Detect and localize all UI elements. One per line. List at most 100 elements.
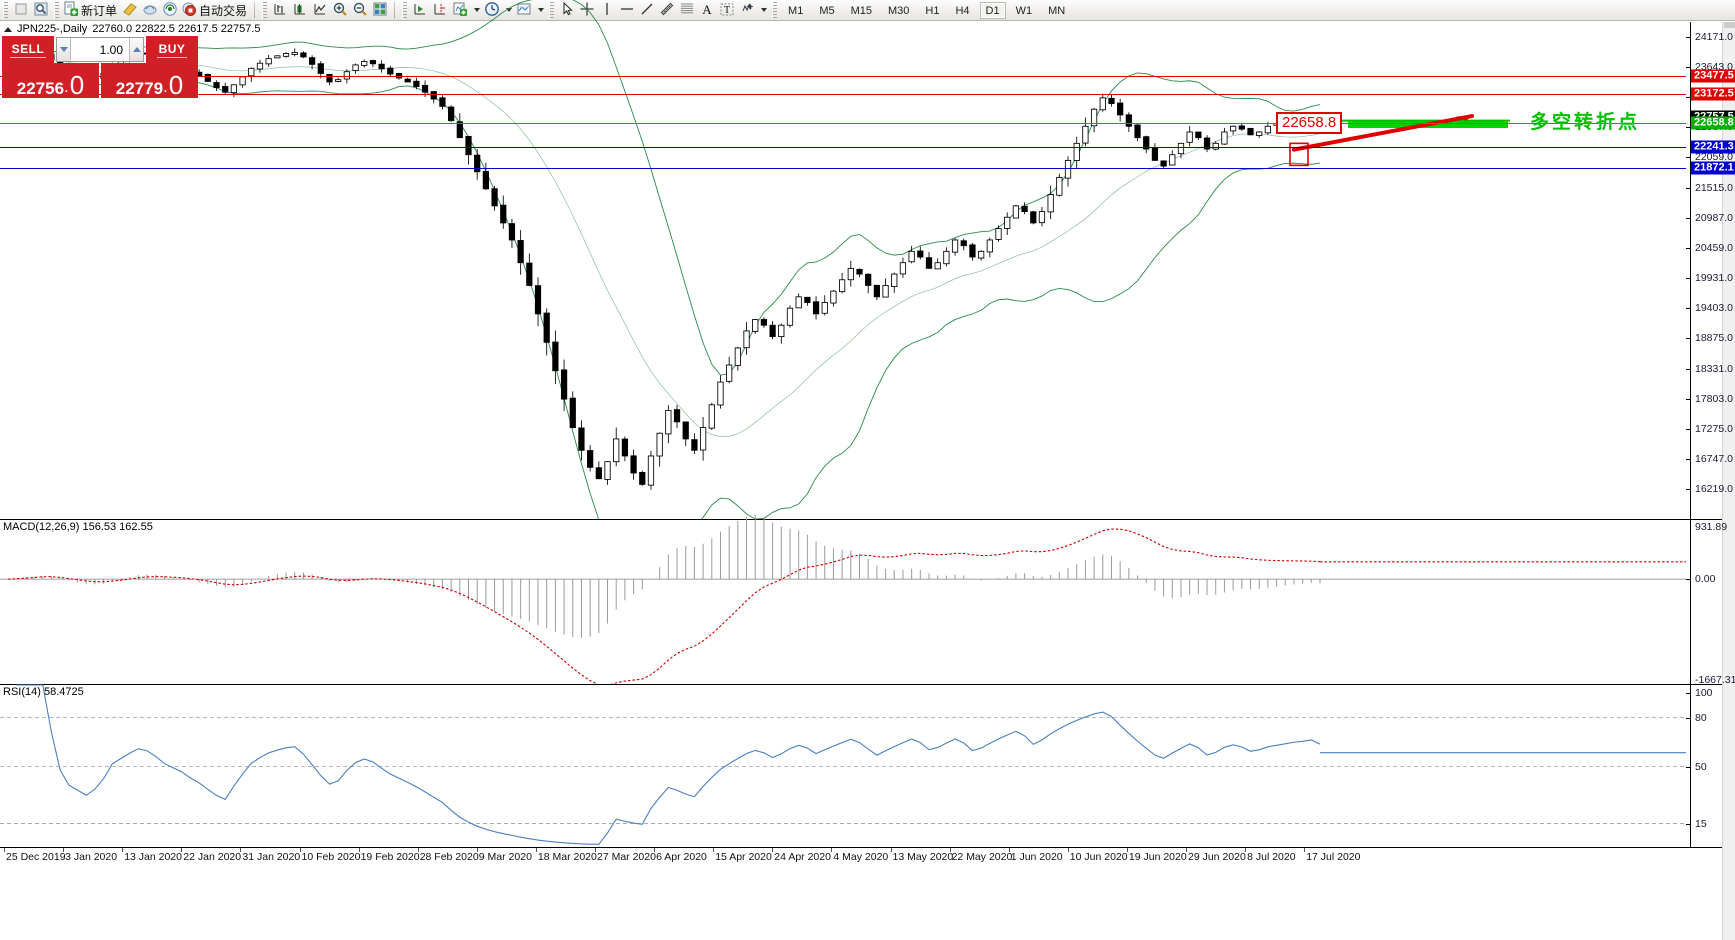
date-axis-tick (890, 848, 892, 852)
cursor-tool-icon (559, 1, 575, 20)
templates-dropdown[interactable] (534, 0, 546, 20)
auto-trading-button[interactable]: 自动交易 (180, 0, 250, 20)
crosshair-tool-icon[interactable] (577, 0, 597, 20)
timeframe-button-d1[interactable]: D1 (979, 1, 1006, 19)
indicators-icon[interactable] (450, 0, 470, 20)
menu-grip-icon[interactable] (11, 0, 31, 20)
macd-axis-tick-label: -1667.31 (1695, 674, 1735, 686)
price-axis-tick-label: 19403.0 (1695, 302, 1733, 314)
text-label-tool-icon[interactable]: T (717, 0, 737, 20)
new-order-icon (63, 1, 79, 20)
date-axis-tick-label: 29 Jun 2020 (1188, 851, 1246, 863)
price-level-line[interactable] (0, 76, 1686, 78)
timeframe-button-h1[interactable]: H1 (925, 4, 940, 17)
timeframe-button-m15[interactable]: M15 (850, 4, 872, 17)
volume-value[interactable]: 1.00 (99, 42, 123, 57)
price-axis-tick (1686, 67, 1691, 69)
toolbar-grip[interactable] (262, 1, 268, 19)
price-level-line[interactable] (0, 167, 1686, 169)
price-level-line[interactable] (0, 93, 1686, 95)
horizontal-line-tool-icon[interactable] (617, 0, 637, 20)
price-pane[interactable]: 24171.023643.023115.022587.022059.021515… (0, 0, 1735, 574)
buy-price-display[interactable]: 22779 . 0 (101, 63, 198, 98)
signals-icon[interactable] (160, 0, 180, 20)
terminal-icon[interactable] (140, 0, 160, 20)
cursor-tool-icon[interactable] (557, 0, 577, 20)
price-axis-tick-label: 20459.0 (1695, 241, 1733, 254)
horizontal-line-tool-icon (619, 1, 635, 20)
sell-button[interactable]: SELL (2, 36, 54, 63)
macd-axis-tick (1686, 579, 1691, 581)
volume-decrease-button[interactable] (57, 38, 71, 61)
vertical-line-tool-icon[interactable] (597, 0, 617, 20)
toolbar-grip[interactable] (549, 1, 555, 19)
chevron-down-icon (474, 8, 481, 12)
macd-label: MACD(12,26,9) 156.53 162.55 (3, 521, 153, 533)
equidistant-channel-tool-icon[interactable] (657, 0, 677, 20)
auto-trading-button-label: 自动交易 (199, 3, 248, 18)
vertical-scrollbar[interactable] (1722, 22, 1735, 940)
toolbar-grip[interactable] (772, 1, 778, 19)
date-axis-tick (1126, 848, 1128, 852)
scrollbar-thumb[interactable] (1724, 22, 1735, 28)
tile-windows-icon (372, 1, 388, 20)
chart-shift-icon[interactable] (430, 0, 450, 20)
toolbar-grip[interactable] (402, 1, 408, 19)
timeframe-button-m30[interactable]: M30 (888, 4, 910, 17)
date-axis-tick-label: 31 Jan 2020 (242, 851, 301, 863)
candlestick-series (4, 48, 1324, 490)
metaeditor-icon[interactable] (120, 0, 140, 20)
toolbar-grip[interactable] (3, 1, 8, 19)
date-axis-tick-label: 13 May 2020 (892, 851, 954, 863)
chart-ohlc-label: 22760.0 22822.5 22617.5 22757.5 (92, 23, 261, 35)
timeframe-button-h4[interactable]: H4 (955, 4, 970, 17)
date-axis-tick-label: 1 Jun 2020 (1010, 851, 1063, 863)
zoom-out-icon[interactable] (350, 0, 370, 20)
tile-windows-icon[interactable] (370, 0, 390, 20)
timeframe-button-mn[interactable]: MN (1048, 4, 1066, 17)
rsi-pane[interactable]: RSI(14) 58.4725 100 80 50 15 (0, 684, 1735, 847)
sell-price-display[interactable]: 22756 . 0 (2, 63, 99, 98)
price-level-line[interactable] (0, 146, 1686, 148)
toolbar-grip[interactable] (54, 1, 59, 19)
volume-increase-button[interactable] (129, 38, 143, 61)
rsi-axis-tick (1686, 766, 1691, 768)
rsi-line (16, 684, 1321, 845)
volume-stepper[interactable]: 1.00 (56, 37, 144, 62)
candlestick-chart-icon[interactable] (290, 0, 310, 20)
buy-button[interactable]: BUY (146, 36, 198, 63)
magnifier-toggle-icon[interactable] (31, 0, 51, 20)
timeframe-button-m1[interactable]: M1 (788, 4, 804, 17)
text-tool-icon: A (699, 1, 715, 20)
timeframe-button-w1[interactable]: W1 (1015, 4, 1033, 17)
indicators-dropdown[interactable] (470, 0, 482, 20)
objects-tool-dropdown[interactable] (757, 0, 769, 20)
templates-icon[interactable] (514, 0, 534, 20)
new-order-button[interactable]: 新订单 (62, 0, 120, 20)
zoom-in-icon[interactable] (330, 0, 350, 20)
price-axis-tick (1686, 488, 1691, 490)
date-axis-tick (122, 848, 124, 852)
period-clock-dropdown[interactable] (502, 0, 514, 20)
date-axis-tick (1008, 848, 1010, 852)
bar-chart-icon[interactable] (270, 0, 290, 20)
trendline-tool-icon[interactable] (637, 0, 657, 20)
line-chart-icon[interactable] (310, 0, 330, 20)
one-click-trading-panel[interactable]: SELL 1.00 BUY 22756 . 0 2277 (2, 36, 198, 98)
fibonacci-tool-icon[interactable] (677, 0, 697, 20)
period-clock-icon[interactable] (482, 0, 502, 20)
timeframe-button-m5[interactable]: M5 (819, 4, 835, 17)
main-toolbar: 新订单 自动交易 A T M1 M5 M15 M30 H1 H4 D1 W1 MN (0, 0, 1735, 21)
price-level-label: 21872.1 (1691, 161, 1735, 175)
price-level-line[interactable] (0, 122, 1686, 124)
date-axis-tick (1304, 848, 1306, 852)
macd-pane[interactable]: MACD(12,26,9) 156.53 162.55 931.89 0.00 -1… (0, 514, 1735, 687)
auto-scroll-icon[interactable] (410, 0, 430, 20)
date-axis-tick-label: 28 Feb 2020 (419, 851, 479, 863)
chart-collapse-icon[interactable] (4, 26, 12, 32)
objects-tool-icon[interactable] (737, 0, 757, 20)
date-axis-tick-label: 19 Jun 2020 (1128, 851, 1187, 863)
price-axis-tick (1686, 308, 1691, 309)
text-tool-icon[interactable]: A (697, 0, 717, 20)
